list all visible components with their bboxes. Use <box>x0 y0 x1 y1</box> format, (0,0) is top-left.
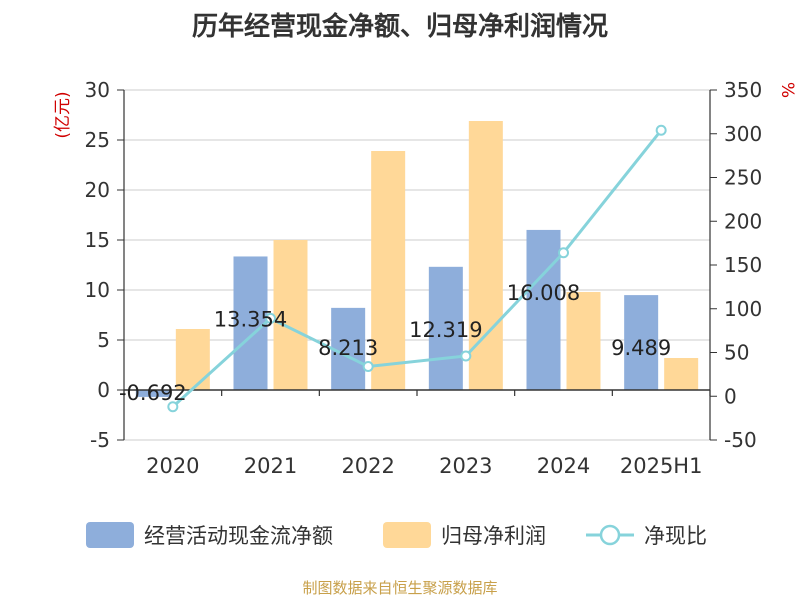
point-cash-ratio <box>558 247 569 259</box>
right-tick-label: 0 <box>724 384 737 408</box>
bar-net-profit <box>371 151 406 390</box>
left-tick-label: 15 <box>85 228 110 252</box>
data-label-operating-cashflow: 16.008 <box>507 281 580 305</box>
right-tick-label: 200 <box>724 209 762 233</box>
right-tick-label: 300 <box>724 122 762 146</box>
legend-swatch <box>86 522 134 548</box>
bar-net-profit <box>273 240 308 390</box>
data-label-operating-cashflow: -0.692 <box>119 381 187 405</box>
y-axis-left-label: (亿元) <box>53 91 73 138</box>
right-tick-label: 350 <box>724 78 762 102</box>
right-tick-label: 100 <box>724 297 762 321</box>
y-axis-right-label: % <box>777 82 797 98</box>
left-tick-label: 25 <box>85 128 110 152</box>
source-note: 制图数据来自恒生聚源数据库 <box>302 579 498 597</box>
left-tick-label: 0 <box>97 378 110 402</box>
left-tick-label: 30 <box>85 78 110 102</box>
data-label-operating-cashflow: 12.319 <box>409 318 482 342</box>
x-tick-label: 2023 <box>439 454 492 478</box>
legend-swatch <box>383 522 431 548</box>
legend-label: 经营活动现金流净额 <box>144 524 333 548</box>
left-tick-label: 10 <box>85 278 110 302</box>
point-cash-ratio <box>460 350 472 362</box>
x-tick-label: 2025H1 <box>620 454 703 478</box>
bar-operating-cashflow <box>624 295 659 390</box>
bar-operating-cashflow <box>526 229 561 390</box>
x-tick-label: 2020 <box>146 454 199 478</box>
legend-label: 归母净利润 <box>441 524 546 548</box>
x-tick-label: 2024 <box>537 454 590 478</box>
right-tick-label: 150 <box>724 253 762 277</box>
series-line-cash-ratio <box>171 129 663 408</box>
right-tick-label: 50 <box>724 341 749 365</box>
bar-operating-cashflow <box>428 266 463 390</box>
bar-operating-cashflow <box>331 307 366 390</box>
left-tick-label: 20 <box>85 178 110 202</box>
point-cash-ratio <box>265 312 276 324</box>
bar-net-profit <box>664 358 699 390</box>
point-cash-ratio <box>167 401 179 413</box>
x-tick-label: 2022 <box>341 454 394 478</box>
x-tick-label: 2021 <box>244 454 297 478</box>
right-tick-label: 250 <box>724 166 762 190</box>
data-label-operating-cashflow: 9.489 <box>611 336 671 360</box>
left-tick-label: -5 <box>90 428 110 452</box>
bar-net-profit <box>566 292 601 390</box>
point-cash-ratio <box>655 124 667 136</box>
right-tick-label: -50 <box>724 428 757 452</box>
chart-title: 历年经营现金净额、归母净利润情况 <box>191 12 608 42</box>
bar-net-profit <box>468 121 503 390</box>
bar-operating-cashflow <box>135 390 170 397</box>
legend-label: 净现比 <box>644 524 707 548</box>
legend-marker <box>599 524 621 546</box>
data-label-operating-cashflow: 8.213 <box>318 336 378 360</box>
left-tick-label: 5 <box>97 328 110 352</box>
data-label-operating-cashflow: 13.354 <box>214 307 287 331</box>
point-cash-ratio <box>362 361 374 372</box>
bar-operating-cashflow <box>233 256 268 390</box>
